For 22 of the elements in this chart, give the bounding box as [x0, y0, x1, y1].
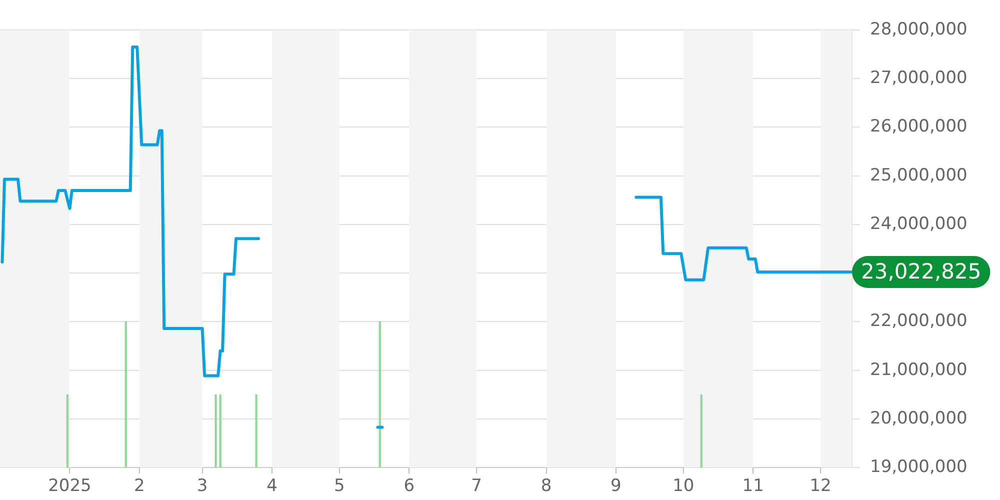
x-tick-label: 2: [134, 476, 145, 496]
y-tick-label: 27,000,000: [870, 68, 968, 88]
x-tick-label: 2025: [48, 476, 92, 496]
x-tick-label: 7: [471, 476, 482, 496]
annotation: 23,022,825: [860, 259, 982, 284]
x-tick-label: 12: [810, 476, 832, 496]
x-tick-label: 10: [672, 476, 694, 496]
y-tick-label: 22,000,000: [870, 311, 968, 332]
y-tick-label: 25,000,000: [870, 165, 968, 186]
x-tick-label: 5: [334, 476, 345, 496]
y-tick-label: 19,000,000: [870, 457, 968, 478]
y-tick-label: 20,000,000: [870, 408, 968, 428]
x-tick-label: 4: [266, 476, 278, 496]
y-tick-label: 26,000,000: [870, 116, 968, 137]
y-tick-label: 28,000,000: [870, 19, 968, 40]
x-tick-label: 3: [196, 476, 208, 496]
y-tick-label: 21,000,000: [870, 360, 968, 380]
y-tick-label: 24,000,000: [870, 214, 968, 234]
x-tick-label: 6: [404, 476, 415, 496]
x-tick-label: 11: [742, 476, 764, 496]
x-tick-label: 8: [540, 476, 552, 496]
x-tick-label: 9: [610, 476, 622, 496]
